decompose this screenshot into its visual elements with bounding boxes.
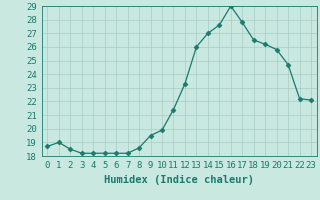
X-axis label: Humidex (Indice chaleur): Humidex (Indice chaleur): [104, 175, 254, 185]
